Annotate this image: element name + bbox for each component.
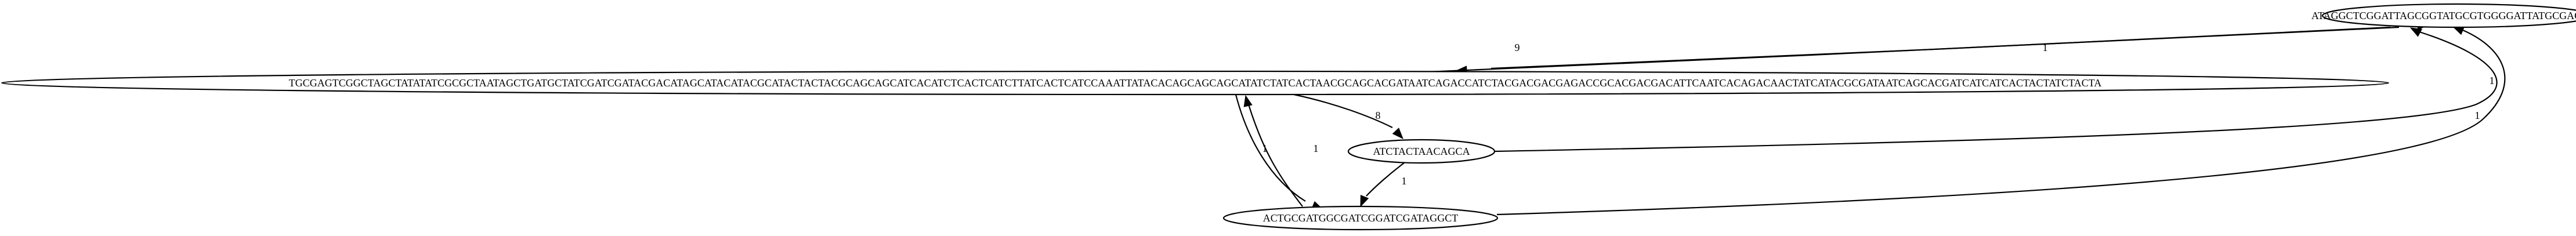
edge-weight-label: 1 (2043, 42, 2048, 53)
graph-node: ATCTACTAACAGCA (1347, 139, 1496, 164)
edge-line (1247, 104, 1303, 207)
graph-edge: 8 (1293, 93, 1403, 140)
edge-weight-label: 1 (2475, 110, 2480, 121)
node-label: ACTGCGATGGCGATCGGATCGATAGGCT (1263, 212, 1459, 224)
edge-weight-label: 1 (1314, 143, 1319, 154)
edge-line (1235, 94, 1306, 202)
edge-line (1496, 29, 2506, 216)
graph-node: TGCGAGTCGGCTAGCTATATATCGCGCTAATAGCTGATGC… (1, 70, 2390, 96)
edge-weight-label: 9 (1515, 42, 1520, 53)
graph-node: ATAGGCTCGGATTAGCGGTATGCGTGGGGATTATGCGAGT… (2311, 3, 2576, 28)
node-ellipse (1347, 139, 1496, 164)
node-label: ATAGGCTCGGATTAGCGGTATGCGTGGGGATTATGCGAGT… (2311, 10, 2576, 21)
graph-node: ACTGCGATGGCGATCGGATCGATAGGCT (1222, 205, 1499, 231)
edge-weight-label: 1 (1402, 175, 1407, 187)
nodes-layer: ATAGGCTCGGATTAGCGGTATGCGTGGGGATTATGCGAGT… (1, 3, 2576, 231)
node-label: TGCGAGTCGGCTAGCTATATATCGCGCTAATAGCTGATGC… (289, 77, 2101, 89)
edge-arrowhead (1392, 128, 1403, 140)
edge-weight-label: 1 (2490, 75, 2495, 86)
edge-line (1494, 31, 2498, 153)
node-ellipse (1, 70, 2390, 96)
graph-edge: 1 (1494, 27, 2498, 153)
edge-arrowhead (1360, 194, 1369, 208)
node-label: ATCTACTAACAGCA (1373, 146, 1470, 157)
graph-edge: 1 (1243, 95, 1319, 207)
edge-arrowhead (2409, 27, 2422, 37)
edge-arrowhead (1243, 95, 1253, 107)
node-ellipse (1222, 205, 1499, 231)
edge-weight-label: 8 (1376, 110, 1381, 121)
node-ellipse (2321, 3, 2576, 28)
graph-edge: 1 (1360, 162, 1407, 208)
edge-line (1366, 162, 1405, 197)
edge-line (1293, 93, 1393, 128)
